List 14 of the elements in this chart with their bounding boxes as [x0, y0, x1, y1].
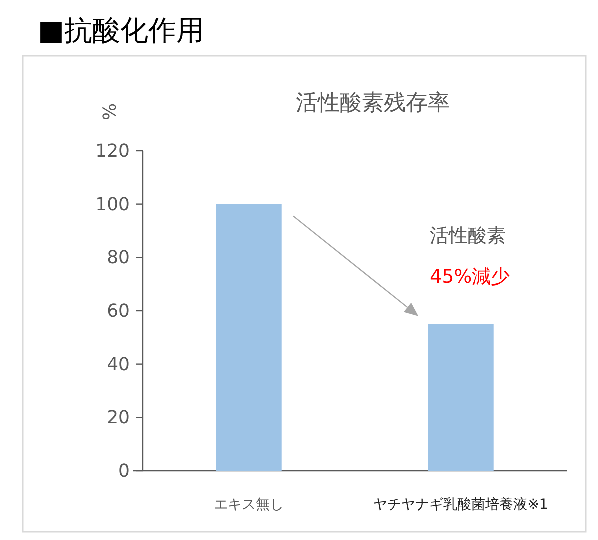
annotation: 活性酸素	[430, 225, 506, 247]
y-tick-label: 60	[107, 301, 130, 322]
y-tick-label: 80	[107, 248, 130, 269]
y-tick-label: 120	[96, 141, 130, 162]
chart-title: ■抗酸化作用	[38, 14, 204, 47]
x-tick-label: エキス無し	[214, 497, 284, 513]
y-tick-label: 100	[96, 194, 130, 216]
y-tick-label: 40	[107, 354, 130, 376]
y-tick-label: 20	[107, 408, 130, 429]
y-tick-label: 0	[118, 461, 130, 482]
x-tick-label: ヤチヤナギ乳酸菌培養液※1	[374, 497, 548, 513]
y-axis-title: %	[100, 103, 121, 121]
chart-subtitle: 活性酸素残存率	[296, 91, 450, 116]
annotation: 45%減少	[430, 266, 510, 288]
